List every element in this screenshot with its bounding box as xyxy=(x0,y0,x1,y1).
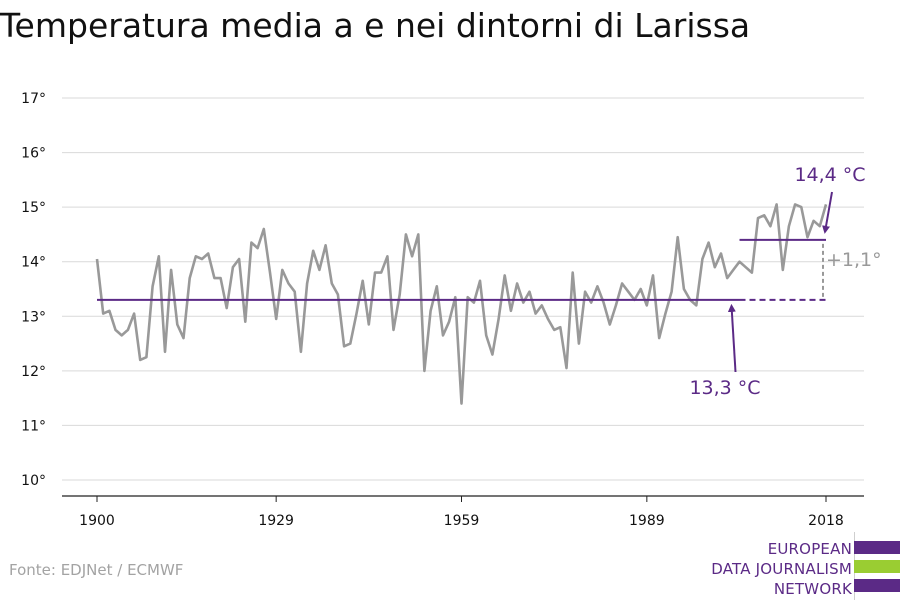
y-tick-label: 11° xyxy=(21,418,46,434)
baseline-mean-arrow xyxy=(727,303,737,373)
baseline-mean-label: 13,3 °C xyxy=(689,377,760,399)
logo-line-1: EUROPEAN xyxy=(767,540,852,558)
logo-bar-purple-2 xyxy=(854,579,900,592)
logo-line-2: DATA JOURNALISM xyxy=(711,560,852,578)
chart-title: Temperatura media a e nei dintorni di La… xyxy=(0,6,751,45)
logo-bar-green xyxy=(854,560,900,573)
y-tick-label: 16° xyxy=(21,146,46,162)
x-tick-label: 1959 xyxy=(444,513,480,529)
recent-mean-label: 14,4 °C xyxy=(794,164,865,186)
axes: 10° 11° 12° 13° 14° 15° 16° 17° 1900 1929 1959 1989… xyxy=(21,91,864,529)
y-tick-label: 12° xyxy=(21,364,46,380)
y-tick-label: 17° xyxy=(21,91,46,107)
x-tick-label: 2018 xyxy=(808,513,844,529)
y-tick-label: 14° xyxy=(21,255,46,271)
difference-label: +1,1° xyxy=(826,249,882,271)
source-note: Fonte: EDJNet / ECMWF xyxy=(9,561,184,579)
series xyxy=(95,203,828,405)
recent-mean-arrow xyxy=(822,191,833,234)
y-tick-label: 10° xyxy=(21,473,46,489)
x-tick-label: 1989 xyxy=(629,513,665,529)
y-tick-label: 13° xyxy=(21,309,46,325)
annotations: 14,4 °C 13,3 °C +1,1° xyxy=(97,164,882,399)
logo-text: EUROPEAN DATA JOURNALISM NETWORK xyxy=(711,539,852,599)
series-line-temperature xyxy=(95,203,828,405)
logo-bar-purple-1 xyxy=(854,541,900,554)
gridlines xyxy=(62,97,864,481)
x-tick-label: 1929 xyxy=(258,513,294,529)
x-tick-label: 1900 xyxy=(79,513,115,529)
y-tick-label: 15° xyxy=(21,200,46,216)
edjnet-logo[interactable]: EUROPEAN DATA JOURNALISM NETWORK xyxy=(706,532,900,600)
logo-line-3: NETWORK xyxy=(773,580,852,598)
